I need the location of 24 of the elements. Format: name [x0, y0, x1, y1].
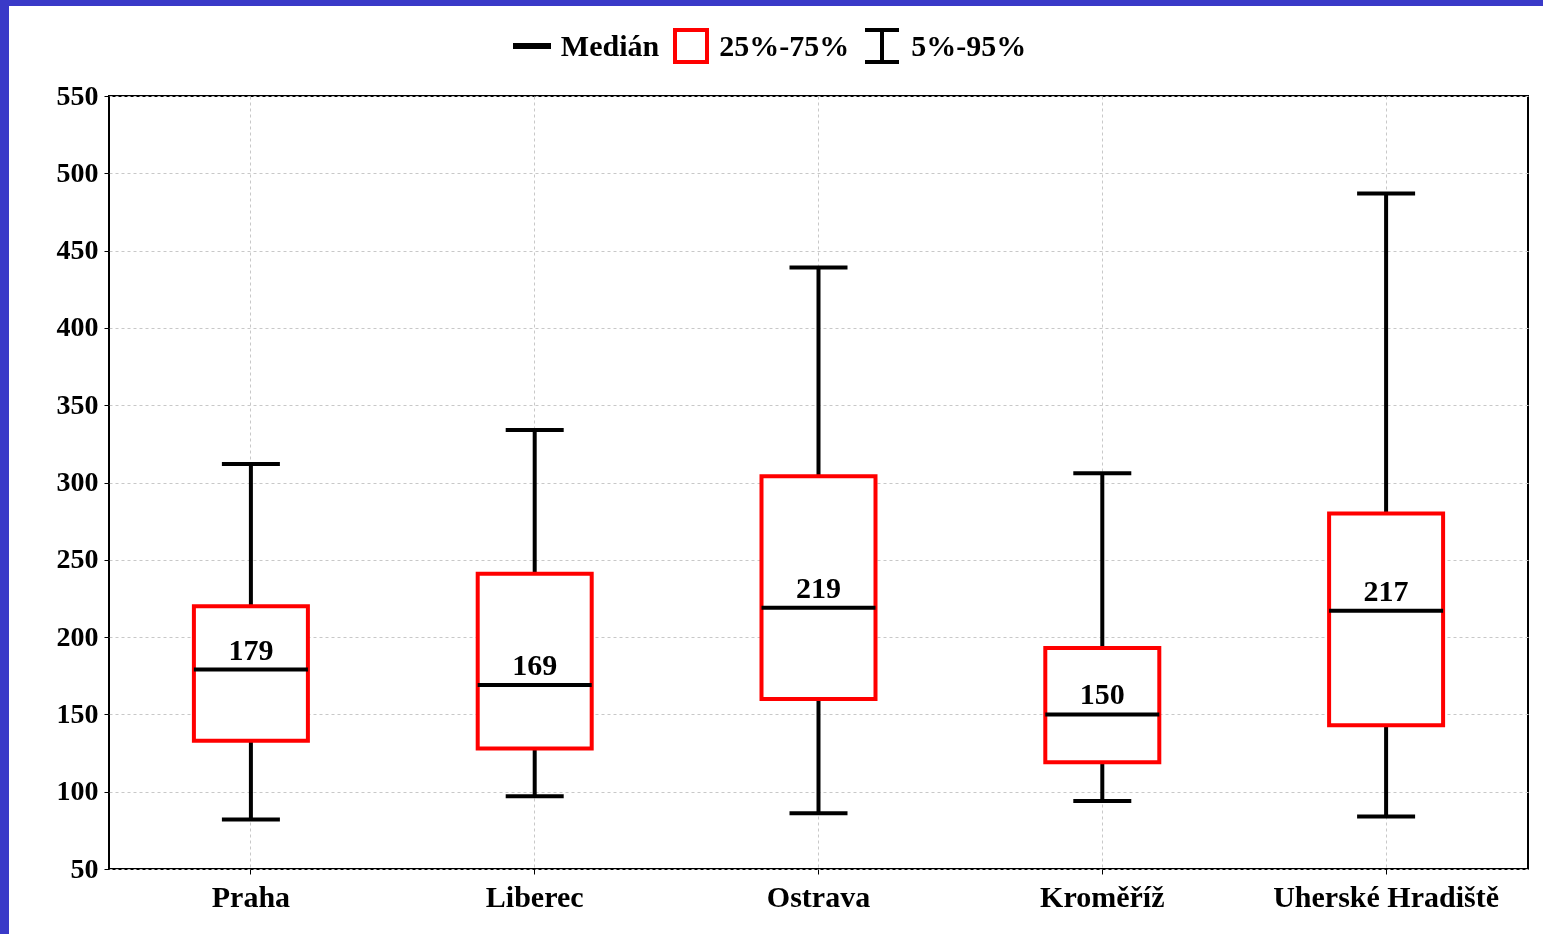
y-tick-label: 400	[56, 311, 99, 343]
y-tick-label: 500	[56, 156, 99, 188]
text: 5%-95%	[911, 29, 1027, 63]
y-tick-label: 50	[70, 852, 99, 884]
y-tick-label: 350	[56, 388, 99, 420]
annotation: 150	[1079, 677, 1125, 711]
y-tick-label: 100	[56, 775, 99, 807]
y-tick-label: 550	[56, 79, 99, 111]
x-tick-label: Praha	[211, 879, 291, 913]
y-tick-label: 450	[56, 234, 99, 266]
x-tick-label: Uherské Hradiště	[1273, 879, 1500, 913]
y-tick-label: 150	[56, 697, 99, 729]
annotation: 219	[796, 570, 841, 604]
annotation: 169	[512, 648, 558, 682]
x-tick-label: Kroměříž	[1040, 879, 1165, 913]
annotation: 217	[1363, 573, 1409, 607]
y-tick-label: 300	[56, 466, 99, 497]
text: Medián	[560, 29, 660, 63]
y-tick-label: 250	[56, 543, 99, 575]
y-tick-label: 200	[56, 620, 99, 652]
x-tick-label: Ostrava	[766, 879, 871, 913]
text: 25%-75%	[719, 29, 850, 63]
x-tick-label: Liberec	[485, 879, 584, 913]
annotation: 179	[228, 632, 274, 666]
